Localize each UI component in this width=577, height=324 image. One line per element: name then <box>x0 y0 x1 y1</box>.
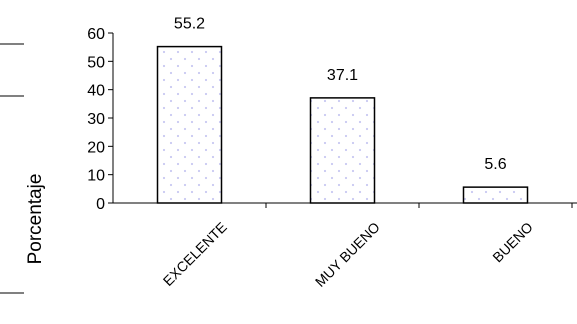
data-label: 5.6 <box>484 156 506 173</box>
y-tick-label: 10 <box>87 168 105 185</box>
bar-muy-bueno <box>309 97 376 204</box>
bar-bueno <box>462 186 529 204</box>
y-tick-label: 30 <box>87 111 105 128</box>
x-category-label: BUENO <box>489 219 536 266</box>
y-tick-label: 0 <box>96 196 105 213</box>
y-tick-label: 40 <box>87 83 105 100</box>
data-labels: 55.2 37.1 5.6 <box>174 16 507 174</box>
y-tick-label: 60 <box>87 26 105 43</box>
bar-excelente <box>156 45 223 204</box>
y-axis-title: Porcentaje <box>25 174 46 265</box>
data-label: 37.1 <box>327 67 358 84</box>
y-axis: 0 10 20 30 40 50 60 <box>87 26 114 213</box>
y-tick-label: 20 <box>87 139 105 156</box>
x-category-label: EXCELENTE <box>160 219 230 289</box>
bars <box>156 45 529 204</box>
category-labels: EXCELENTE MUY BUENO BUENO <box>160 219 536 290</box>
y-tick-label: 50 <box>87 54 105 71</box>
x-category-label: MUY BUENO <box>312 219 383 290</box>
data-label: 55.2 <box>174 16 205 33</box>
